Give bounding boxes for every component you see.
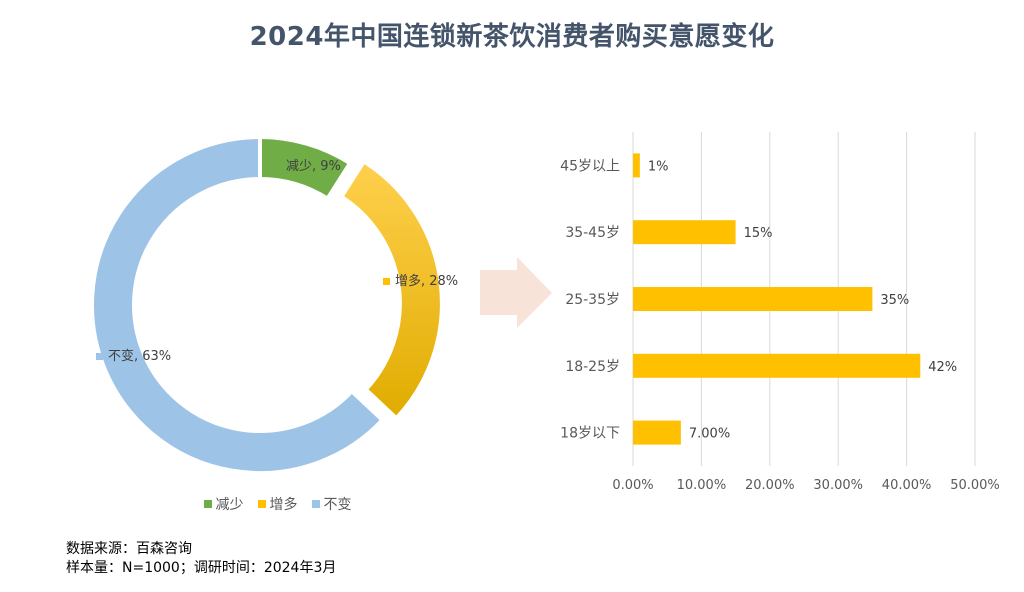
bar xyxy=(633,153,640,178)
legend-item: 不变 xyxy=(311,494,352,514)
data-label: 减少, 9% xyxy=(286,159,341,174)
x-tick-label: 20.00% xyxy=(745,478,795,493)
x-tick-label: 10.00% xyxy=(677,478,727,493)
bar-value-label: 15% xyxy=(744,226,773,241)
legend-swatch xyxy=(257,500,266,508)
bar xyxy=(633,287,873,311)
data-label: 不变, 63% xyxy=(108,348,171,364)
data-label-marker xyxy=(383,278,390,285)
source-note: 数据来源：百森咨询 样本量：N=1000；调研时间：2024年3月 xyxy=(66,540,336,578)
data-label: 增多, 28% xyxy=(395,273,458,289)
bar xyxy=(633,420,681,445)
legend-swatch xyxy=(311,500,320,508)
legend-item: 减少 xyxy=(203,494,244,514)
chart-title: 2024年中国连锁新茶饮消费者购买意愿变化 xyxy=(249,22,775,52)
y-category-label: 45岁以上 xyxy=(560,158,620,174)
bar-value-label: 7.00% xyxy=(689,427,730,442)
data-label-marker xyxy=(96,353,103,360)
donut-slice xyxy=(90,134,386,475)
bar xyxy=(633,220,736,245)
donut-legend: 减少 增多 不变 xyxy=(0,494,555,514)
x-tick-label: 40.00% xyxy=(882,478,932,493)
legend-label: 增多 xyxy=(269,497,298,513)
legend-swatch xyxy=(203,500,212,508)
source-text: 数据来源：百森咨询 xyxy=(66,541,192,557)
y-category-label: 18岁以下 xyxy=(560,426,620,442)
x-tick-label: 0.00% xyxy=(612,478,653,493)
legend-label: 不变 xyxy=(323,497,352,513)
bar xyxy=(633,353,921,378)
y-category-label: 25-35岁 xyxy=(565,292,620,308)
sample-text: 样本量：N=1000；调研时间：2024年3月 xyxy=(66,560,337,576)
bar-value-label: 1% xyxy=(648,159,669,174)
y-category-label: 18-25岁 xyxy=(565,359,620,375)
x-tick-label: 50.00% xyxy=(950,478,1000,493)
donut-slice xyxy=(338,158,444,422)
donut-slice xyxy=(258,134,353,202)
bar-chart: 0.00% 10.00% 20.00% 30.00% 40.00% 50.00% 45岁以上… xyxy=(560,132,1000,493)
bar-value-label: 35% xyxy=(880,293,909,308)
y-category-label: 35-45岁 xyxy=(565,225,620,241)
bar-value-label: 42% xyxy=(928,360,957,375)
donut-chart: 减少, 9% 增多, 28% 不变, 63% xyxy=(90,134,458,475)
legend-item: 增多 xyxy=(257,494,298,514)
legend-label: 减少 xyxy=(215,497,244,513)
flow-arrow-icon xyxy=(480,257,552,328)
x-tick-label: 30.00% xyxy=(813,478,863,493)
